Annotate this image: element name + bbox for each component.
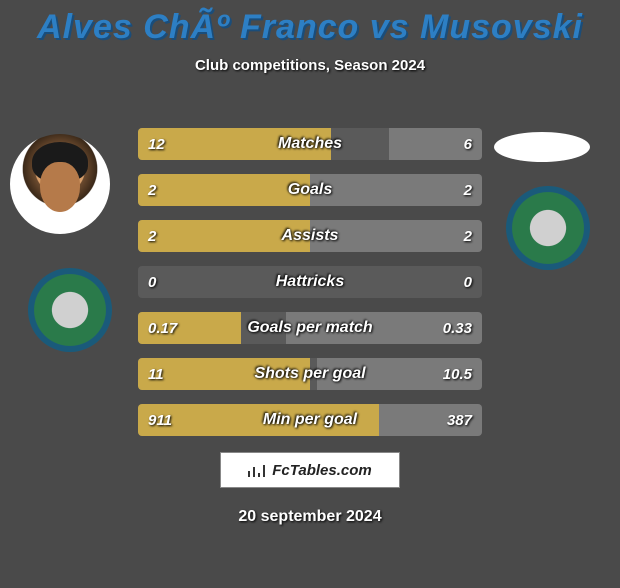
stat-row: 0.170.33Goals per match xyxy=(138,312,482,344)
brand-text: FcTables.com xyxy=(272,462,371,479)
player-right-placeholder xyxy=(494,132,590,162)
stat-row: 22Goals xyxy=(138,174,482,206)
report-date: 20 september 2024 xyxy=(0,508,620,526)
stat-row: 00Hattricks xyxy=(138,266,482,298)
stat-row: 22Assists xyxy=(138,220,482,252)
stat-row: 911387Min per goal xyxy=(138,404,482,436)
comparison-subtitle: Club competitions, Season 2024 xyxy=(0,57,620,74)
stat-label: Min per goal xyxy=(138,404,482,436)
stats-bars: 126Matches 22Goals 22Assists 00Hattricks 0.1… xyxy=(138,128,482,450)
player-left-photo xyxy=(10,134,110,234)
stat-row: 1110.5Shots per goal xyxy=(138,358,482,390)
club-badge-right xyxy=(506,186,590,270)
stat-label: Assists xyxy=(138,220,482,252)
stat-label: Goals xyxy=(138,174,482,206)
stat-label: Goals per match xyxy=(138,312,482,344)
stat-label: Shots per goal xyxy=(138,358,482,390)
comparison-title: Alves ChÃº Franco vs Musovski xyxy=(0,8,620,47)
brand-logo: FcTables.com xyxy=(220,452,400,488)
chart-icon xyxy=(248,463,266,477)
stat-label: Hattricks xyxy=(138,266,482,298)
stat-label: Matches xyxy=(138,128,482,160)
stat-row: 126Matches xyxy=(138,128,482,160)
club-badge-left xyxy=(28,268,112,352)
